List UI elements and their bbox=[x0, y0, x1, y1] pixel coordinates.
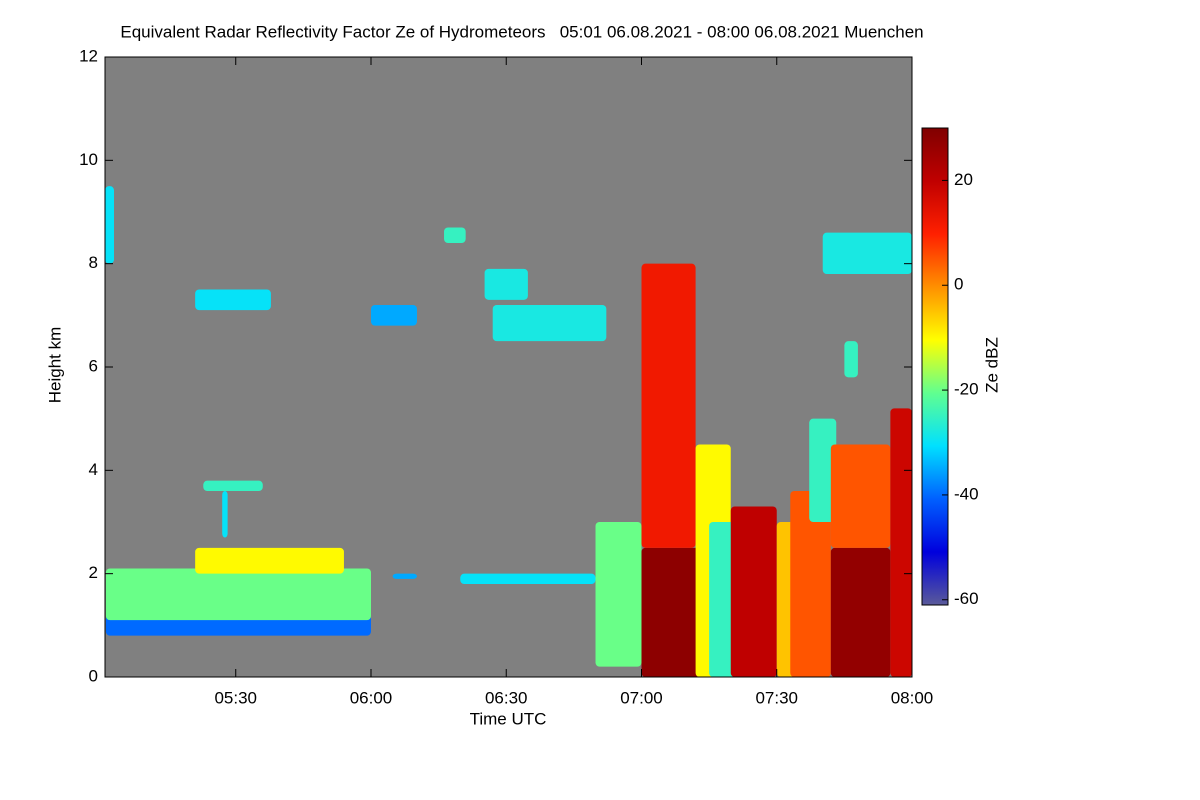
colorbar bbox=[921, 127, 949, 606]
x-tick-label: 06:00 bbox=[350, 688, 393, 707]
echo bbox=[105, 186, 115, 264]
echo bbox=[392, 573, 417, 579]
echo bbox=[105, 568, 371, 621]
y-tick-label: 0 bbox=[89, 666, 98, 685]
colorbar-tick-label: -20 bbox=[954, 380, 979, 399]
echo bbox=[370, 305, 417, 326]
y-tick-label: 8 bbox=[89, 253, 98, 272]
echo bbox=[809, 418, 837, 522]
y-tick-label: 2 bbox=[89, 563, 98, 582]
echo bbox=[830, 444, 891, 548]
echo bbox=[195, 547, 344, 574]
x-tick-label: 08:00 bbox=[891, 688, 934, 707]
echo bbox=[460, 573, 596, 584]
x-tick-label: 07:00 bbox=[620, 688, 663, 707]
echo bbox=[222, 491, 228, 538]
y-tick-label: 6 bbox=[89, 356, 98, 375]
x-tick-label: 05:30 bbox=[214, 688, 257, 707]
echo bbox=[195, 289, 271, 311]
x-tick-label: 06:30 bbox=[485, 688, 528, 707]
echo bbox=[822, 232, 912, 274]
echo bbox=[492, 305, 607, 342]
colorbar-tick-label: -60 bbox=[954, 589, 979, 608]
chart-title: Equivalent Radar Reflectivity Factor Ze … bbox=[120, 22, 923, 41]
echo bbox=[730, 506, 777, 677]
y-tick-label: 10 bbox=[79, 150, 98, 169]
echo bbox=[830, 547, 891, 677]
y-axis-label: Height km bbox=[45, 327, 64, 404]
echo bbox=[203, 480, 263, 491]
echo bbox=[844, 341, 858, 378]
y-tick-label: 4 bbox=[89, 460, 98, 479]
x-tick-label: 07:30 bbox=[755, 688, 798, 707]
echo bbox=[595, 522, 642, 667]
plot-area bbox=[105, 57, 912, 677]
colorbar-tick-label: -40 bbox=[954, 484, 979, 503]
colorbar-tick-label: 0 bbox=[954, 275, 963, 294]
echo bbox=[641, 547, 710, 677]
echo bbox=[790, 491, 831, 677]
x-axis-label: Time UTC bbox=[470, 709, 547, 728]
colorbar-tick-label: 20 bbox=[954, 170, 973, 189]
echo bbox=[890, 408, 912, 677]
y-tick-label: 12 bbox=[79, 46, 98, 65]
echo bbox=[484, 268, 528, 300]
colorbar-label: Ze dBZ bbox=[982, 337, 1001, 393]
echo bbox=[641, 263, 696, 548]
echo bbox=[444, 227, 466, 243]
